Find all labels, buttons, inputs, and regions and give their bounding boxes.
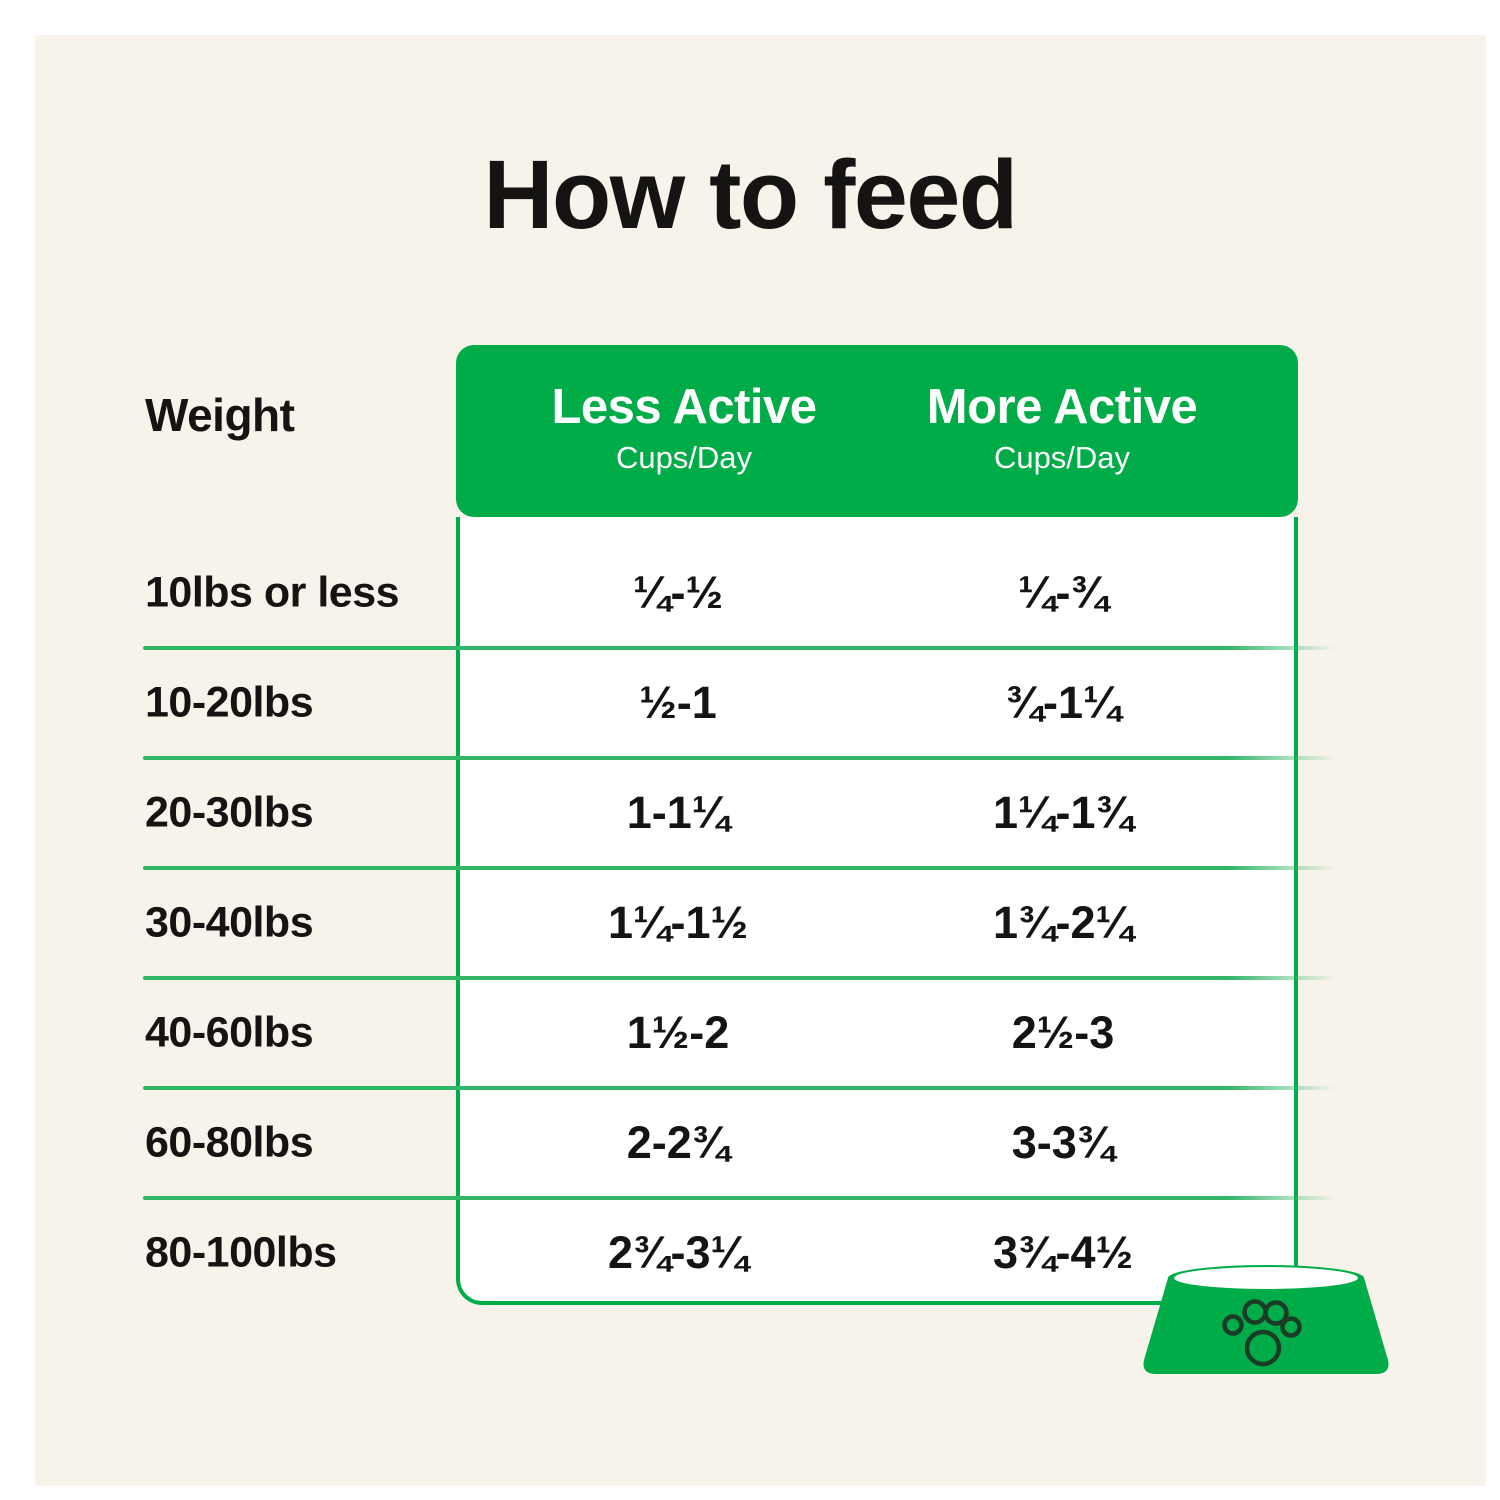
column-title: Less Active [551,380,817,434]
column-subtitle: Cups/Day [993,439,1131,475]
table-header: Less Active Cups/Day More Active Cups/Da… [456,345,1298,517]
page-title: How to feed [483,140,1018,249]
bowl-inner [1174,1267,1358,1289]
weight-column-header: Weight [145,389,295,441]
column-header-less-active: Less Active Cups/Day [551,379,817,476]
column-subtitle: Cups/Day [615,439,753,475]
column-title: More Active [926,380,1198,434]
dog-bowl-icon [1143,1265,1389,1374]
paw-print-icon [1222,1299,1302,1367]
table-body [456,517,1298,1305]
column-header-more-active: More Active Cups/Day [926,379,1198,476]
